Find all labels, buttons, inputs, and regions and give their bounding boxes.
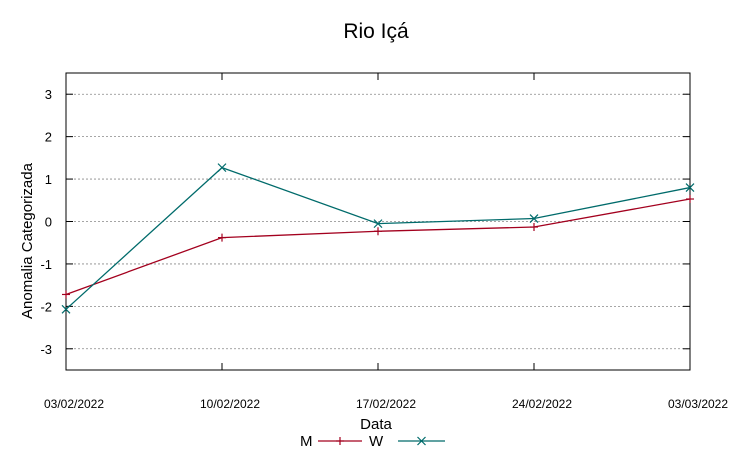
- gridlines: [66, 93, 690, 350]
- legend-marker-point: [336, 437, 344, 445]
- y-tick-label: -2: [40, 299, 52, 314]
- x-axis-label: Data: [360, 416, 392, 433]
- legend-label-w: W: [369, 433, 384, 450]
- legend-marker-m: [336, 437, 344, 445]
- data-point-w: [685, 183, 695, 192]
- y-tick-label: 1: [45, 172, 52, 187]
- legend: M W: [300, 433, 445, 450]
- data-point-w: [373, 219, 383, 229]
- x-tick-label: 03/03/2022: [668, 397, 728, 411]
- y-tick-label: 3: [45, 87, 52, 102]
- legend-marker-point: [417, 436, 426, 446]
- x-tick-label: 10/02/2022: [200, 397, 260, 411]
- data-point-m: [374, 227, 382, 236]
- data-point-m: [62, 290, 70, 299]
- y-tick-label: -1: [40, 257, 52, 272]
- chart-title: Rio Içá: [343, 20, 409, 43]
- data-point-m: [530, 223, 538, 232]
- legend-label-m: M: [300, 433, 313, 450]
- x-tick-label: 17/02/2022: [356, 397, 416, 411]
- series-group: [61, 163, 695, 314]
- y-tick-label: -3: [40, 342, 52, 357]
- y-tick-label: 0: [45, 215, 52, 230]
- x-axis-ticks: 03/02/2022 10/02/2022 17/02/2022 24/02/2022…: [44, 73, 728, 411]
- legend-marker-w: [417, 436, 426, 446]
- x-tick-label: 24/02/2022: [512, 397, 572, 411]
- data-point-w: [61, 304, 71, 314]
- x-tick-label: 03/02/2022: [44, 397, 104, 411]
- series-line-w: [65, 166, 691, 310]
- series-line-m: [65, 198, 691, 296]
- y-tick-label: 2: [45, 130, 52, 145]
- data-point-m: [686, 195, 694, 204]
- data-point-w: [217, 163, 227, 173]
- data-point-m: [218, 233, 226, 242]
- y-axis-ticks: -3 -2 -1 0 1 2 3: [40, 87, 690, 357]
- data-point-w: [529, 214, 539, 223]
- y-axis-label: Anomalia Categorizada: [19, 162, 36, 319]
